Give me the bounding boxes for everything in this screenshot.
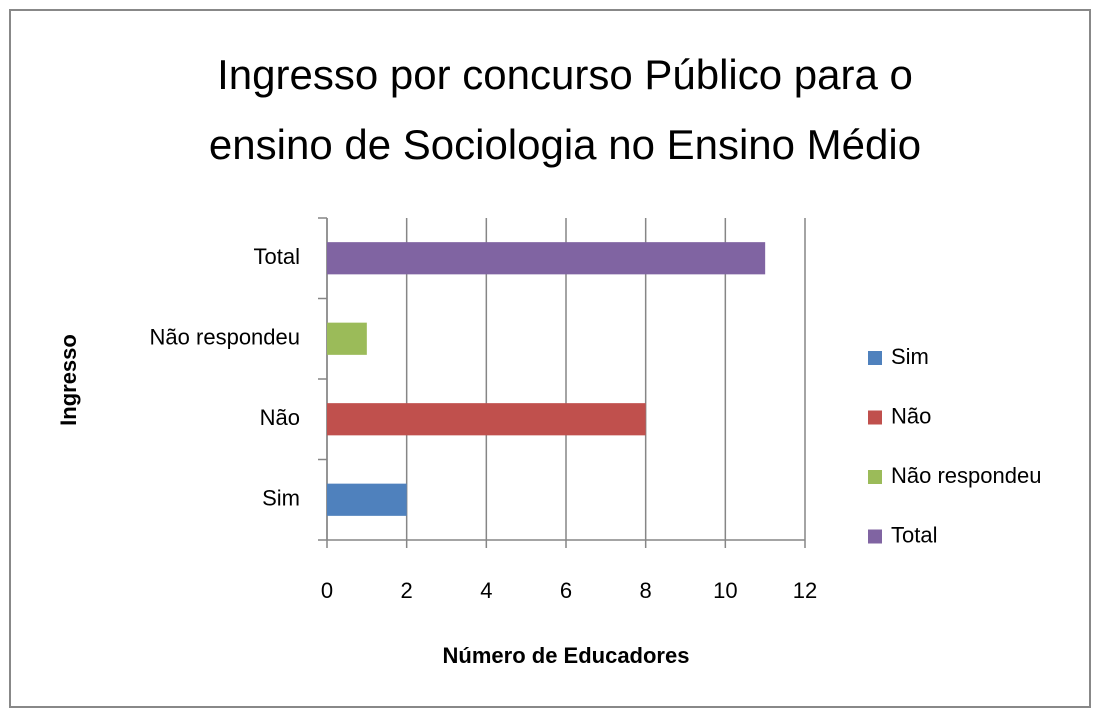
chart-title: ensino de Sociologia no Ensino Médio xyxy=(209,121,921,168)
x-tick-label: 0 xyxy=(321,578,333,603)
x-tick-label: 4 xyxy=(480,578,492,603)
legend-swatch xyxy=(868,351,882,365)
legend-label: Sim xyxy=(891,344,929,369)
y-tick-label: Sim xyxy=(262,486,300,511)
bar xyxy=(327,403,646,436)
legend-swatch xyxy=(868,529,882,544)
x-axis-label: Número de Educadores xyxy=(443,643,690,668)
y-tick-label: Total xyxy=(254,244,300,269)
legend-swatch xyxy=(868,410,882,425)
x-tick-label: 10 xyxy=(713,578,737,603)
bar xyxy=(327,242,766,275)
chart-title: Ingresso por concurso Público para o xyxy=(217,51,913,98)
x-tick-label: 8 xyxy=(640,578,652,603)
legend-label: Não respondeu xyxy=(891,463,1041,488)
bar xyxy=(327,483,407,516)
y-tick-label: Não respondeu xyxy=(150,325,300,350)
legend-label: Total xyxy=(891,522,937,547)
y-tick-label: Não xyxy=(260,405,300,430)
y-axis-label: Ingresso xyxy=(56,334,81,426)
legend-label: Não xyxy=(891,403,931,428)
x-tick-label: 2 xyxy=(401,578,413,603)
bar xyxy=(327,322,367,355)
x-tick-label: 12 xyxy=(793,578,817,603)
chart-frame xyxy=(9,9,1091,708)
legend-swatch xyxy=(868,470,882,484)
x-tick-label: 6 xyxy=(560,578,572,603)
